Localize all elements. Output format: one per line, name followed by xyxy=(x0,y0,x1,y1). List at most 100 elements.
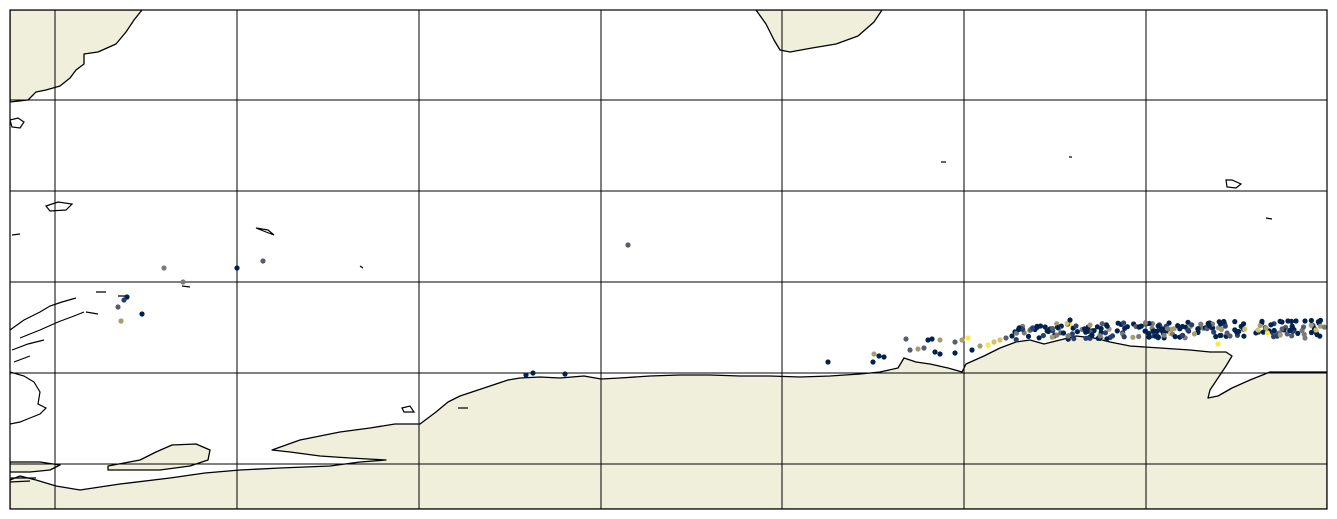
observation-point xyxy=(1020,326,1026,332)
observation-point xyxy=(1216,319,1222,325)
observation-point xyxy=(952,350,958,356)
observation-point xyxy=(1234,329,1240,335)
observation-point xyxy=(1317,323,1323,329)
observation-point xyxy=(1040,332,1046,339)
observation-point xyxy=(234,265,240,271)
observation-point xyxy=(1146,334,1152,340)
island-7 xyxy=(255,227,275,236)
graticule xyxy=(10,10,1327,509)
observation-point xyxy=(921,345,927,351)
observation-point xyxy=(1121,334,1127,340)
island-8 xyxy=(359,265,364,269)
observation-point xyxy=(1211,329,1217,335)
observation-point xyxy=(1175,323,1181,329)
observation-point xyxy=(530,370,536,376)
observation-point xyxy=(1271,327,1277,334)
observation-point xyxy=(1308,322,1314,328)
observation-point xyxy=(825,359,831,365)
observation-point xyxy=(1189,322,1195,328)
observation-point xyxy=(1308,329,1315,336)
observation-point xyxy=(1097,333,1103,339)
observation-point xyxy=(1260,329,1266,335)
inlet-lines-west xyxy=(10,477,36,483)
landmass-top-left xyxy=(10,10,143,103)
observation-point xyxy=(1222,323,1228,329)
observation-point xyxy=(1257,322,1263,329)
observation-point xyxy=(1104,336,1110,342)
observation-point xyxy=(1073,323,1079,329)
archipelago-west xyxy=(10,291,128,363)
observation-point xyxy=(1279,326,1285,332)
observation-point xyxy=(1114,328,1120,334)
observation-point xyxy=(1263,325,1269,331)
landmass-south xyxy=(10,335,1327,509)
observation-point xyxy=(1084,328,1090,334)
observation-point xyxy=(1065,333,1071,339)
observation-point xyxy=(1089,332,1095,338)
observation-point xyxy=(881,354,887,360)
observation-point xyxy=(1025,333,1032,339)
observation-point xyxy=(1150,328,1156,334)
coast-west-fjords xyxy=(10,371,48,425)
observation-point xyxy=(1277,332,1283,338)
observation-point xyxy=(1215,325,1222,331)
observation-point xyxy=(977,343,983,349)
observation-point xyxy=(1016,326,1022,332)
observation-point xyxy=(1098,326,1104,332)
observation-point xyxy=(1255,327,1261,333)
observation-point xyxy=(876,353,882,359)
observation-point xyxy=(1049,334,1055,340)
observation-point xyxy=(1155,323,1161,329)
observation-point xyxy=(1259,318,1265,324)
observation-point xyxy=(1154,328,1160,334)
observation-point xyxy=(1049,325,1055,332)
observation-point xyxy=(1289,333,1295,339)
observation-point xyxy=(1044,328,1050,334)
observation-point xyxy=(1102,330,1108,336)
observation-point xyxy=(1143,320,1149,326)
observation-point xyxy=(1264,330,1270,336)
observation-point xyxy=(991,339,997,345)
observation-point xyxy=(1321,324,1327,330)
observation-point xyxy=(1136,324,1142,330)
observation-point xyxy=(997,337,1003,343)
observation-point xyxy=(1191,331,1198,337)
observation-point xyxy=(952,339,958,345)
observation-point xyxy=(929,336,935,342)
observation-point xyxy=(1164,326,1171,332)
observation-point xyxy=(625,242,631,248)
observation-point xyxy=(1034,324,1040,330)
observation-point xyxy=(1185,327,1191,333)
island-3 xyxy=(1225,179,1243,189)
observation-point xyxy=(1179,332,1185,339)
observation-point xyxy=(1060,330,1067,336)
observation-point xyxy=(959,337,965,343)
observation-point xyxy=(1042,324,1048,330)
observation-point xyxy=(1054,321,1060,327)
observation-point xyxy=(903,336,909,342)
observation-point xyxy=(1317,333,1323,339)
observation-point xyxy=(1217,332,1223,339)
observation-point xyxy=(1009,333,1015,339)
observation-point xyxy=(1161,332,1167,338)
island-4 xyxy=(1265,217,1273,220)
observation-point xyxy=(1213,334,1219,340)
observation-point xyxy=(1109,333,1116,339)
observation-point xyxy=(1302,318,1308,324)
observation-point xyxy=(1227,333,1233,339)
observation-point xyxy=(1242,326,1248,332)
observation-point xyxy=(1130,334,1136,340)
observation-point xyxy=(1232,319,1238,325)
observation-point xyxy=(115,304,121,310)
observation-point xyxy=(523,372,529,378)
observation-point xyxy=(965,335,971,341)
observation-point xyxy=(1268,322,1274,328)
observation-point xyxy=(1241,321,1247,327)
observation-point xyxy=(1030,325,1036,331)
observation-point xyxy=(1198,321,1204,327)
observation-point xyxy=(1221,318,1227,325)
observation-point xyxy=(1172,334,1178,340)
observation-point xyxy=(1302,335,1308,341)
